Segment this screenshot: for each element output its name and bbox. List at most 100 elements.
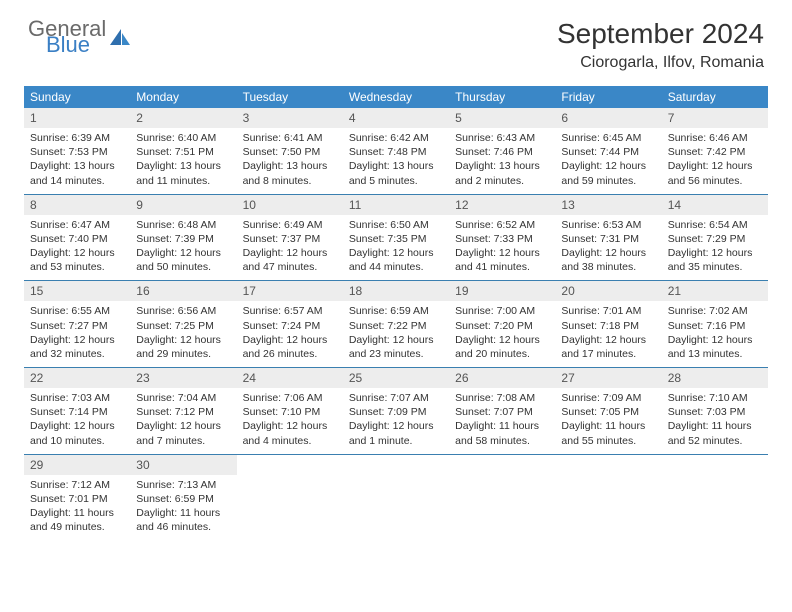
info-row: Sunrise: 6:47 AMSunset: 7:40 PMDaylight:… bbox=[24, 215, 768, 282]
daylight-text: Daylight: 11 hours and 58 minutes. bbox=[455, 419, 549, 447]
info-row: Sunrise: 7:12 AMSunset: 7:01 PMDaylight:… bbox=[24, 475, 768, 541]
logo: General Blue bbox=[28, 18, 132, 56]
daylight-text: Daylight: 12 hours and 35 minutes. bbox=[668, 246, 762, 274]
sunrise-text: Sunrise: 6:53 AM bbox=[561, 218, 655, 232]
daylight-text: Daylight: 11 hours and 49 minutes. bbox=[30, 506, 124, 534]
info-cell: Sunrise: 6:40 AMSunset: 7:51 PMDaylight:… bbox=[130, 128, 236, 194]
info-cell: Sunrise: 6:39 AMSunset: 7:53 PMDaylight:… bbox=[24, 128, 130, 194]
daynum-cell bbox=[449, 455, 555, 475]
sunrise-text: Sunrise: 6:48 AM bbox=[136, 218, 230, 232]
sunset-text: Sunset: 7:42 PM bbox=[668, 145, 762, 159]
info-row: Sunrise: 6:55 AMSunset: 7:27 PMDaylight:… bbox=[24, 301, 768, 368]
info-cell: Sunrise: 6:53 AMSunset: 7:31 PMDaylight:… bbox=[555, 215, 661, 281]
daylight-text: Daylight: 13 hours and 14 minutes. bbox=[30, 159, 124, 187]
daylight-text: Daylight: 12 hours and 23 minutes. bbox=[349, 333, 443, 361]
daynum-cell bbox=[343, 455, 449, 475]
sunrise-text: Sunrise: 6:47 AM bbox=[30, 218, 124, 232]
sunset-text: Sunset: 7:31 PM bbox=[561, 232, 655, 246]
daynum-cell: 13 bbox=[555, 195, 661, 215]
daylight-text: Daylight: 13 hours and 2 minutes. bbox=[455, 159, 549, 187]
daylight-text: Daylight: 12 hours and 53 minutes. bbox=[30, 246, 124, 274]
daynum-cell: 4 bbox=[343, 108, 449, 128]
info-cell bbox=[237, 475, 343, 541]
daynum-cell: 25 bbox=[343, 368, 449, 388]
info-cell: Sunrise: 6:54 AMSunset: 7:29 PMDaylight:… bbox=[662, 215, 768, 281]
daynum-cell: 18 bbox=[343, 281, 449, 301]
info-cell: Sunrise: 6:47 AMSunset: 7:40 PMDaylight:… bbox=[24, 215, 130, 281]
sunset-text: Sunset: 7:50 PM bbox=[243, 145, 337, 159]
sunrise-text: Sunrise: 7:12 AM bbox=[30, 478, 124, 492]
info-cell: Sunrise: 6:50 AMSunset: 7:35 PMDaylight:… bbox=[343, 215, 449, 281]
info-cell: Sunrise: 6:57 AMSunset: 7:24 PMDaylight:… bbox=[237, 301, 343, 367]
info-cell: Sunrise: 7:01 AMSunset: 7:18 PMDaylight:… bbox=[555, 301, 661, 367]
daylight-text: Daylight: 12 hours and 41 minutes. bbox=[455, 246, 549, 274]
daylight-text: Daylight: 12 hours and 29 minutes. bbox=[136, 333, 230, 361]
daynum-row: 15161718192021 bbox=[24, 281, 768, 301]
info-cell: Sunrise: 6:56 AMSunset: 7:25 PMDaylight:… bbox=[130, 301, 236, 367]
daynum-cell: 6 bbox=[555, 108, 661, 128]
daynum-cell bbox=[237, 455, 343, 475]
weekday-cell: Monday bbox=[130, 86, 236, 108]
daynum-cell: 14 bbox=[662, 195, 768, 215]
info-cell: Sunrise: 6:41 AMSunset: 7:50 PMDaylight:… bbox=[237, 128, 343, 194]
daylight-text: Daylight: 12 hours and 38 minutes. bbox=[561, 246, 655, 274]
sunset-text: Sunset: 7:25 PM bbox=[136, 319, 230, 333]
sunset-text: Sunset: 7:39 PM bbox=[136, 232, 230, 246]
weekday-cell: Saturday bbox=[662, 86, 768, 108]
sunrise-text: Sunrise: 7:00 AM bbox=[455, 304, 549, 318]
daynum-row: 1234567 bbox=[24, 108, 768, 128]
sunrise-text: Sunrise: 6:46 AM bbox=[668, 131, 762, 145]
sunrise-text: Sunrise: 6:43 AM bbox=[455, 131, 549, 145]
daylight-text: Daylight: 12 hours and 32 minutes. bbox=[30, 333, 124, 361]
sunrise-text: Sunrise: 6:59 AM bbox=[349, 304, 443, 318]
info-cell: Sunrise: 7:00 AMSunset: 7:20 PMDaylight:… bbox=[449, 301, 555, 367]
daynum-cell: 20 bbox=[555, 281, 661, 301]
info-cell: Sunrise: 6:42 AMSunset: 7:48 PMDaylight:… bbox=[343, 128, 449, 194]
sunset-text: Sunset: 7:24 PM bbox=[243, 319, 337, 333]
daylight-text: Daylight: 12 hours and 17 minutes. bbox=[561, 333, 655, 361]
sunset-text: Sunset: 7:14 PM bbox=[30, 405, 124, 419]
sunrise-text: Sunrise: 7:04 AM bbox=[136, 391, 230, 405]
info-row: Sunrise: 7:03 AMSunset: 7:14 PMDaylight:… bbox=[24, 388, 768, 455]
location: Ciorogarla, Ilfov, Romania bbox=[557, 54, 764, 72]
sunrise-text: Sunrise: 6:50 AM bbox=[349, 218, 443, 232]
info-cell: Sunrise: 7:07 AMSunset: 7:09 PMDaylight:… bbox=[343, 388, 449, 454]
sunrise-text: Sunrise: 6:57 AM bbox=[243, 304, 337, 318]
sunrise-text: Sunrise: 6:41 AM bbox=[243, 131, 337, 145]
sail-icon bbox=[110, 29, 132, 47]
sunrise-text: Sunrise: 7:01 AM bbox=[561, 304, 655, 318]
daylight-text: Daylight: 12 hours and 44 minutes. bbox=[349, 246, 443, 274]
sunset-text: Sunset: 7:29 PM bbox=[668, 232, 762, 246]
daynum-cell: 28 bbox=[662, 368, 768, 388]
daynum-row: 891011121314 bbox=[24, 195, 768, 215]
weekday-cell: Friday bbox=[555, 86, 661, 108]
info-cell: Sunrise: 6:59 AMSunset: 7:22 PMDaylight:… bbox=[343, 301, 449, 367]
daylight-text: Daylight: 12 hours and 1 minute. bbox=[349, 419, 443, 447]
daylight-text: Daylight: 11 hours and 46 minutes. bbox=[136, 506, 230, 534]
daynum-cell: 7 bbox=[662, 108, 768, 128]
daynum-cell: 26 bbox=[449, 368, 555, 388]
daynum-row: 22232425262728 bbox=[24, 368, 768, 388]
daynum-cell: 2 bbox=[130, 108, 236, 128]
daynum-cell: 23 bbox=[130, 368, 236, 388]
info-cell: Sunrise: 6:52 AMSunset: 7:33 PMDaylight:… bbox=[449, 215, 555, 281]
daynum-cell: 27 bbox=[555, 368, 661, 388]
info-cell: Sunrise: 7:10 AMSunset: 7:03 PMDaylight:… bbox=[662, 388, 768, 454]
sunset-text: Sunset: 7:22 PM bbox=[349, 319, 443, 333]
info-cell: Sunrise: 6:55 AMSunset: 7:27 PMDaylight:… bbox=[24, 301, 130, 367]
weekday-cell: Wednesday bbox=[343, 86, 449, 108]
sunset-text: Sunset: 7:10 PM bbox=[243, 405, 337, 419]
sunset-text: Sunset: 7:09 PM bbox=[349, 405, 443, 419]
sunrise-text: Sunrise: 7:09 AM bbox=[561, 391, 655, 405]
daynum-cell: 5 bbox=[449, 108, 555, 128]
info-cell: Sunrise: 7:02 AMSunset: 7:16 PMDaylight:… bbox=[662, 301, 768, 367]
sunrise-text: Sunrise: 6:55 AM bbox=[30, 304, 124, 318]
weekday-row: SundayMondayTuesdayWednesdayThursdayFrid… bbox=[24, 86, 768, 108]
sunset-text: Sunset: 7:48 PM bbox=[349, 145, 443, 159]
sunrise-text: Sunrise: 6:42 AM bbox=[349, 131, 443, 145]
sunrise-text: Sunrise: 6:52 AM bbox=[455, 218, 549, 232]
daylight-text: Daylight: 12 hours and 7 minutes. bbox=[136, 419, 230, 447]
sunset-text: Sunset: 7:12 PM bbox=[136, 405, 230, 419]
sunset-text: Sunset: 7:05 PM bbox=[561, 405, 655, 419]
sunset-text: Sunset: 7:18 PM bbox=[561, 319, 655, 333]
